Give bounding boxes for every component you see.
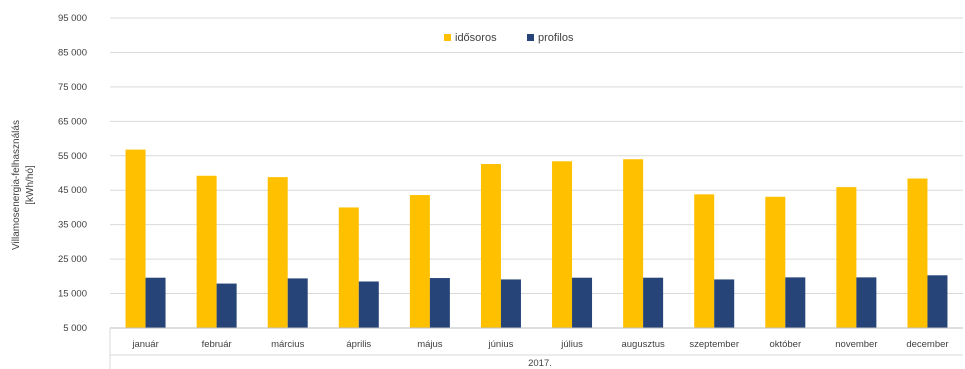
y-tick-label: 55 000 (58, 151, 87, 162)
bar-idosoros (267, 177, 288, 328)
bar-idosoros (409, 195, 430, 328)
y-tick-label: 45 000 (58, 185, 87, 196)
x-tick-label: március (271, 339, 305, 350)
bar-profilos (358, 281, 379, 328)
x-axis-title: 2017. (528, 358, 552, 369)
x-tick-label: január (131, 339, 158, 350)
bar-profilos (785, 277, 806, 328)
x-tick-label: február (202, 339, 232, 350)
bar-idosoros (196, 175, 217, 328)
bar-profilos (927, 275, 948, 328)
bars (125, 149, 948, 328)
y-tick-label: 25 000 (58, 254, 87, 265)
y-tick-label: 15 000 (58, 289, 87, 300)
bar-idosoros (338, 207, 359, 328)
x-tick-label: augusztus (621, 339, 665, 350)
bar-idosoros (125, 149, 146, 328)
bar-profilos (714, 279, 735, 328)
x-tick-label: november (835, 339, 877, 350)
y-axis-unit: [kWh/hó] (25, 165, 36, 205)
gridlines (110, 17, 963, 329)
y-tick-label: 95 000 (58, 13, 87, 24)
legend-swatch (527, 34, 534, 41)
x-tick-label: szeptember (689, 339, 739, 350)
bar-idosoros (836, 187, 857, 328)
x-axis: január február március április május június jú… (109, 327, 963, 369)
y-axis-title: Villamosenergia-felhasználás (11, 120, 22, 250)
y-tick-label: 5 000 (63, 323, 87, 334)
bar-idosoros (765, 196, 786, 328)
legend-swatch (444, 34, 451, 41)
x-tick-label: október (769, 339, 801, 350)
bar-profilos (856, 277, 877, 328)
bar-idosoros (480, 164, 501, 328)
x-tick-label: december (906, 339, 948, 350)
y-axis-ticks: 5 000 15 000 25 000 35 000 45 000 55 000 65 00… (58, 13, 87, 334)
bar-idosoros (552, 161, 573, 328)
bar-profilos (643, 277, 664, 328)
bar-profilos (429, 278, 450, 328)
legend-label: idősoros (455, 32, 497, 44)
bar-idosoros (623, 159, 644, 328)
x-tick-label: május (417, 339, 443, 350)
y-tick-label: 35 000 (58, 220, 87, 231)
y-tick-label: 65 000 (58, 116, 87, 127)
legend: idősoros profilos (444, 32, 574, 44)
bar-profilos (500, 279, 521, 328)
x-tick-label: április (346, 339, 371, 350)
bar-profilos (572, 277, 593, 328)
bar-profilos (145, 277, 166, 328)
legend-label: profilos (538, 32, 574, 44)
x-tick-label: július (560, 339, 583, 350)
x-tick-label: június (488, 339, 514, 350)
bar-profilos (287, 278, 308, 328)
y-tick-label: 85 000 (58, 47, 87, 58)
bar-idosoros (907, 178, 928, 328)
y-tick-label: 75 000 (58, 82, 87, 93)
bar-idosoros (694, 194, 715, 328)
bar-profilos (216, 283, 237, 328)
